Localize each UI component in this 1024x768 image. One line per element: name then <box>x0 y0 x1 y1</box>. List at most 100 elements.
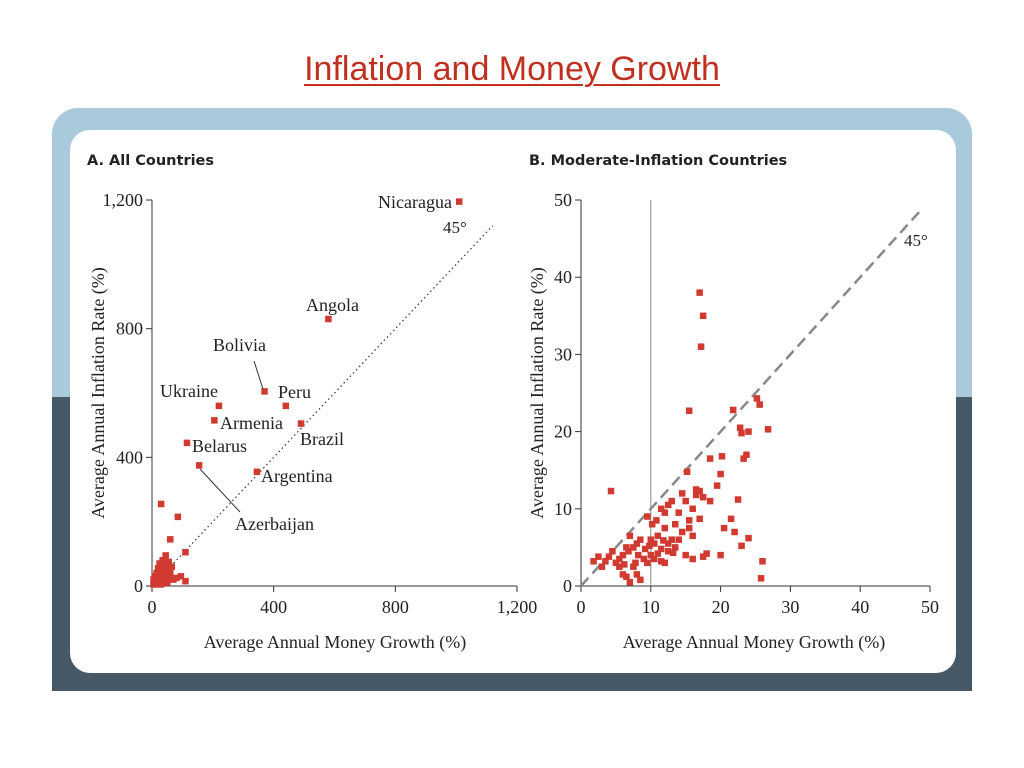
data-point <box>678 528 686 536</box>
data-point <box>727 515 735 523</box>
leader-azerbaijan <box>199 468 241 513</box>
data-point <box>692 486 700 493</box>
x-tick-label: 0 <box>148 597 157 617</box>
data-point <box>612 559 620 567</box>
data-point <box>683 468 691 475</box>
data-point <box>167 568 174 575</box>
data-point <box>633 571 641 578</box>
chart-b-45-label: 45° <box>904 231 928 250</box>
data-point <box>630 544 637 551</box>
data-point <box>609 548 616 555</box>
data-point <box>759 558 766 565</box>
data-point <box>658 505 665 513</box>
data-point <box>658 558 665 565</box>
data-point <box>745 534 752 542</box>
data-point <box>607 487 615 495</box>
data-point <box>165 558 172 566</box>
data-point <box>665 501 672 509</box>
data-point <box>168 563 176 570</box>
chart-a-45-degree-line <box>151 225 494 587</box>
chart-b: B. Moderate-Inflation Countries 0 10 20 30 4… <box>527 153 939 653</box>
data-point <box>731 528 738 536</box>
x-tick-label: 30 <box>781 597 799 617</box>
data-point <box>648 520 656 528</box>
data-point <box>651 555 658 563</box>
data-point <box>668 536 675 543</box>
y-tick-label: 800 <box>116 319 143 339</box>
data-point <box>764 426 772 433</box>
labeled-data-point <box>215 402 223 410</box>
data-point <box>734 496 742 503</box>
data-point <box>163 579 171 587</box>
data-point <box>157 500 165 508</box>
y-tick-label: 1,200 <box>103 190 144 210</box>
labeled-data-point <box>325 315 332 323</box>
data-point <box>619 571 627 578</box>
data-point <box>692 491 700 499</box>
label-bolivia: Bolivia <box>213 335 266 355</box>
data-point <box>625 548 632 555</box>
labeled-data-point <box>253 468 261 476</box>
data-point <box>150 581 157 588</box>
data-point <box>623 573 630 580</box>
x-tick-label: 20 <box>712 597 730 617</box>
data-point <box>154 576 162 583</box>
data-point <box>644 559 651 567</box>
data-point <box>626 532 634 540</box>
x-tick-label: 0 <box>577 597 586 617</box>
data-point <box>669 549 677 557</box>
data-point <box>641 545 649 553</box>
data-point <box>602 558 609 565</box>
chart-a-x-label: Average Annual Money Growth (%) <box>204 632 467 653</box>
data-point <box>696 487 703 495</box>
data-point <box>671 520 679 528</box>
chart-a: A. All Countries 0 400 800 1,200 0 400 800 1,2… <box>87 153 537 653</box>
data-point <box>640 555 648 563</box>
data-point <box>729 406 737 414</box>
data-point <box>756 401 763 408</box>
data-point <box>713 482 721 489</box>
data-point <box>595 553 602 560</box>
y-tick-label: 50 <box>554 190 572 210</box>
chart-a-x-ticks: 0 400 800 1,200 <box>148 586 537 617</box>
data-point <box>637 536 644 543</box>
data-point <box>743 451 750 459</box>
chart-a-title: A. All Countries <box>87 153 214 169</box>
data-point <box>757 575 765 582</box>
data-point <box>632 559 639 567</box>
data-point <box>675 509 682 516</box>
data-point <box>644 513 651 520</box>
chart-a-45-label: 45° <box>443 218 467 237</box>
data-point <box>598 563 606 570</box>
data-point <box>689 505 696 513</box>
data-point <box>685 517 693 524</box>
label-azerbaijan: Azerbaijan <box>235 514 314 534</box>
data-point <box>174 513 182 521</box>
labeled-data-point <box>261 388 268 395</box>
labeled-data-point <box>211 417 218 424</box>
data-point <box>699 553 707 560</box>
data-point <box>630 563 637 570</box>
data-point <box>661 509 669 516</box>
data-point <box>616 555 623 563</box>
chart-b-y-ticks: 0 10 20 30 40 50 <box>554 190 581 596</box>
x-tick-label: 800 <box>382 597 409 617</box>
leader-bolivia <box>253 360 264 390</box>
label-angola: Angola <box>306 295 359 315</box>
data-point <box>661 559 669 567</box>
data-point <box>159 571 166 578</box>
labeled-data-point <box>455 198 463 205</box>
data-point <box>738 429 745 437</box>
data-point <box>163 574 171 582</box>
data-point <box>665 548 672 555</box>
data-point <box>703 550 710 557</box>
y-tick-label: 10 <box>554 499 572 519</box>
data-point <box>689 532 696 540</box>
data-point <box>660 537 667 544</box>
label-brazil: Brazil <box>300 429 344 449</box>
chart-b-title: B. Moderate-Inflation Countries <box>529 153 787 169</box>
data-point <box>661 524 669 532</box>
data-point <box>745 428 752 435</box>
x-tick-label: 50 <box>921 597 939 617</box>
